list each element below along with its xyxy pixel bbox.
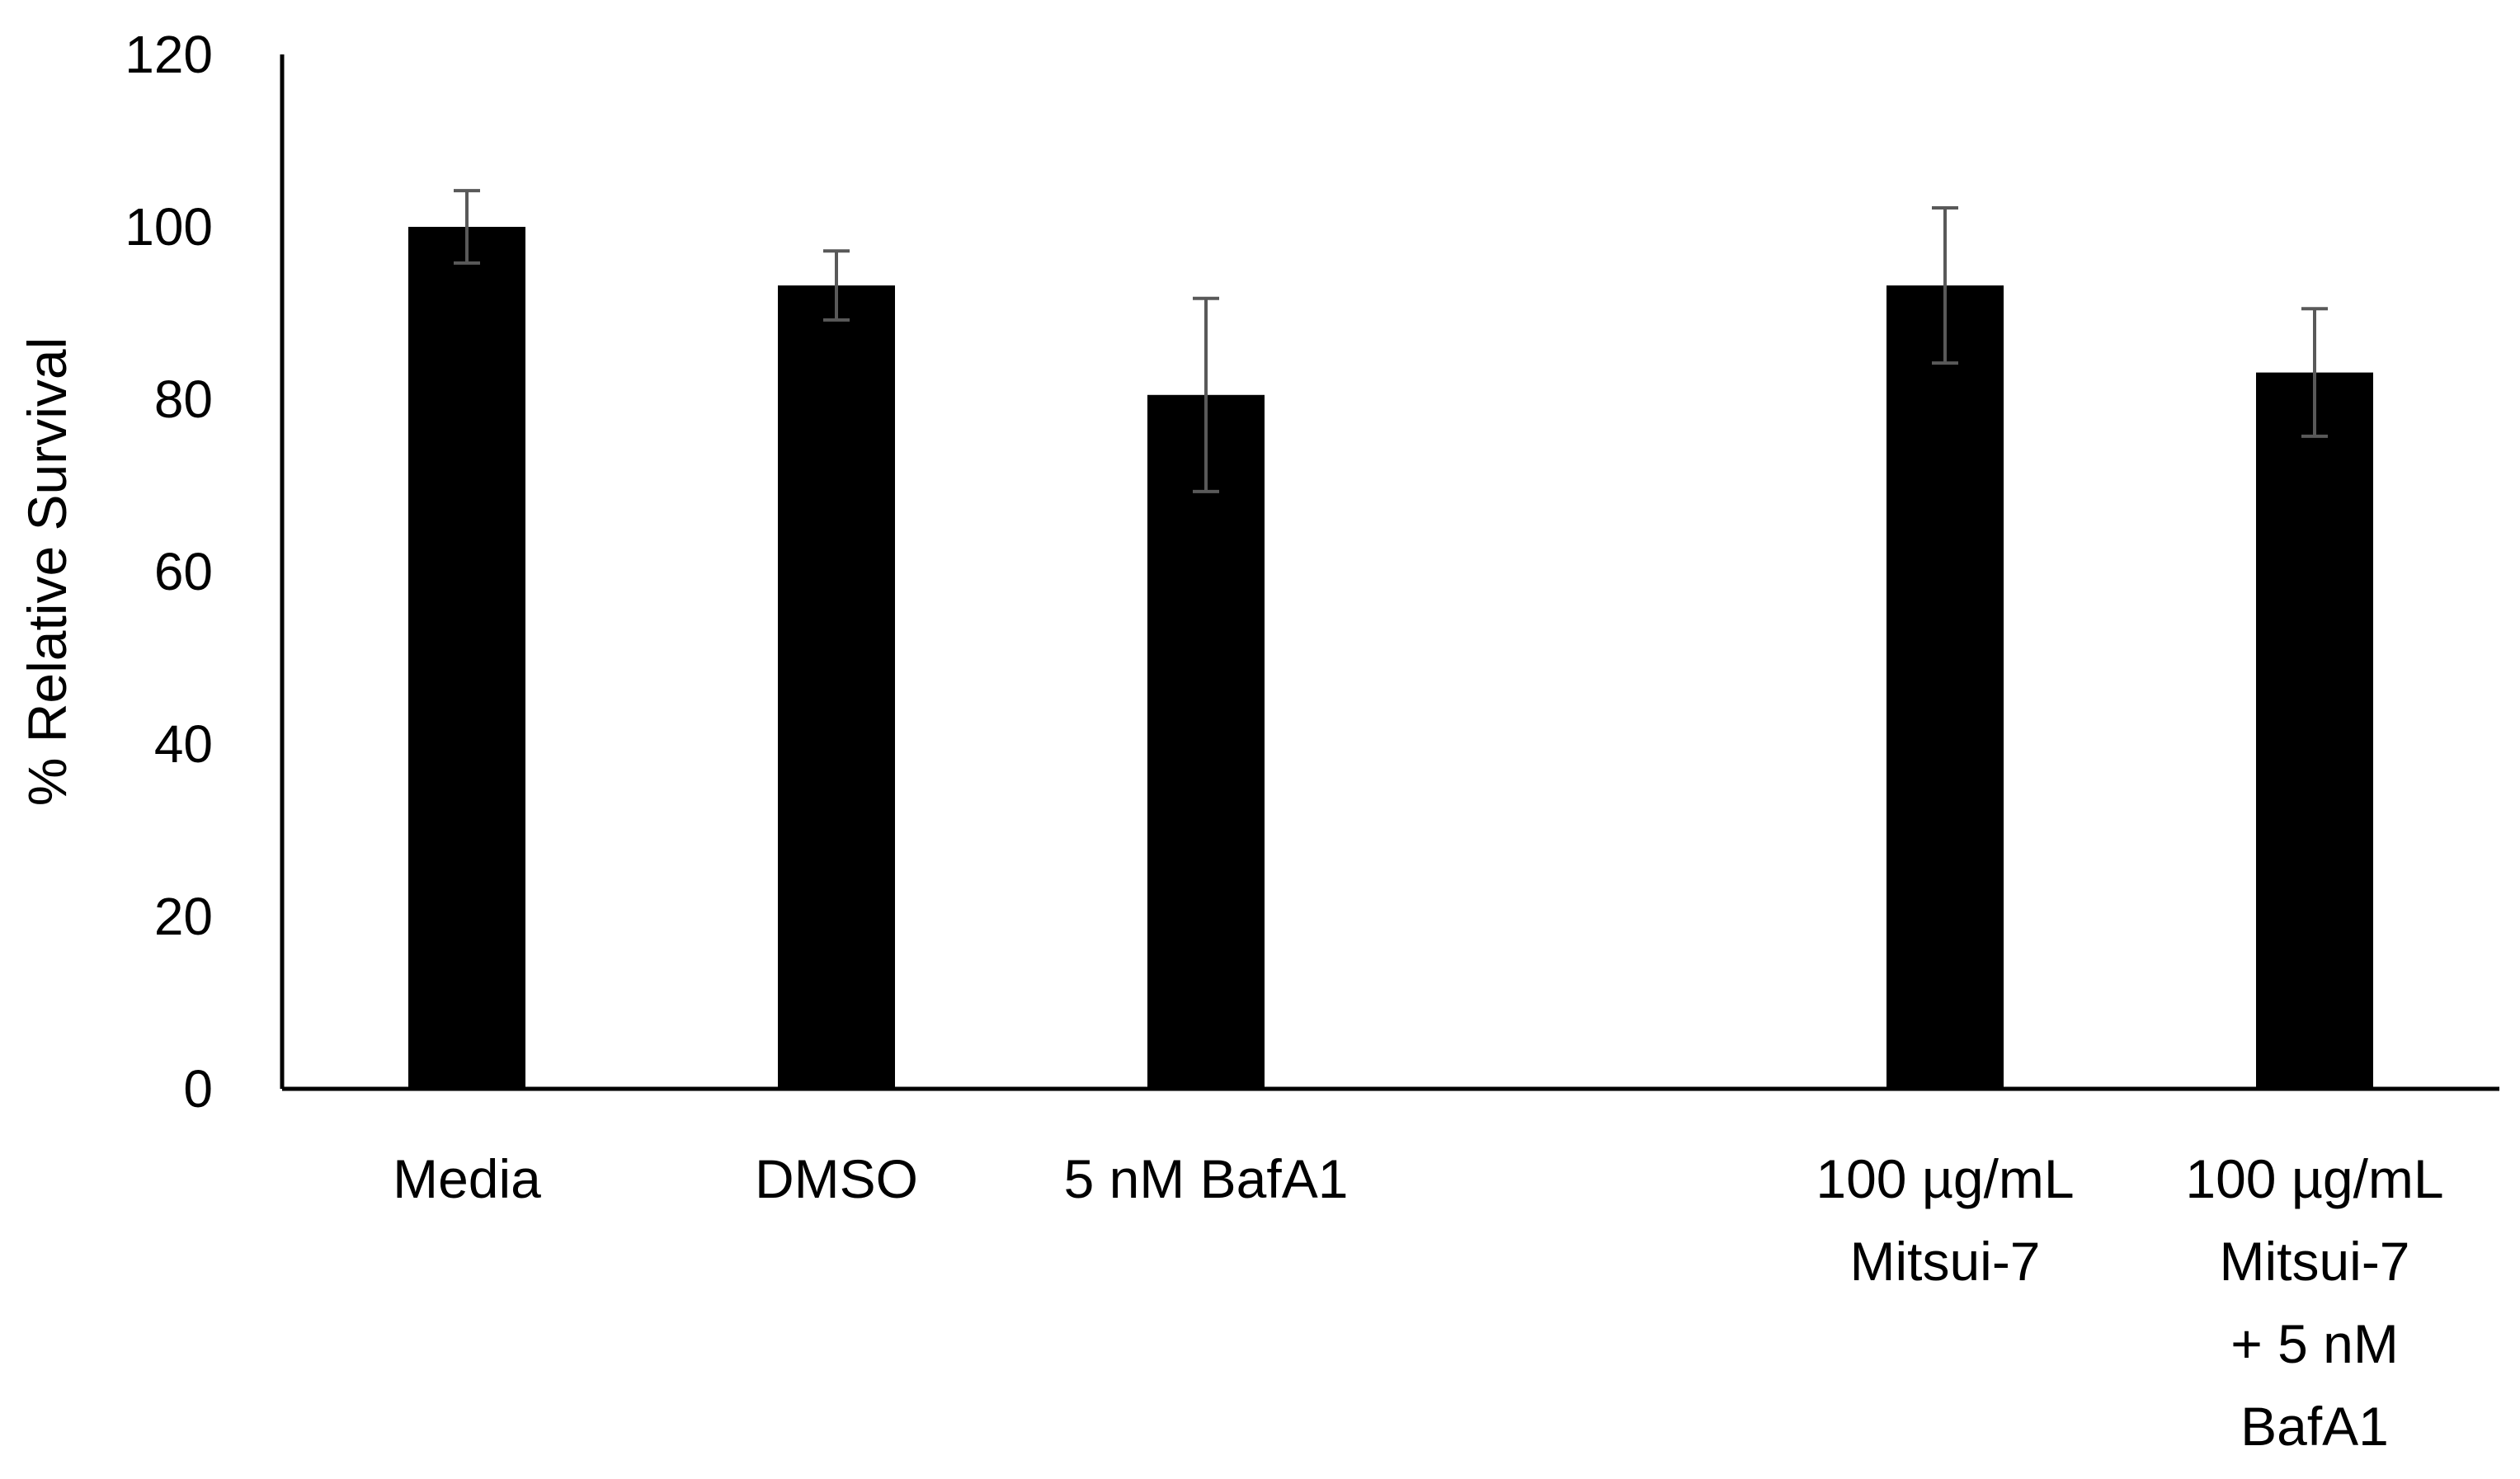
error-bar [2301, 307, 2328, 438]
bars [408, 227, 2373, 1090]
x-category-label: Media [393, 1148, 541, 1209]
x-category-label: 100 µg/mL Mitsui-7 [1816, 1148, 2074, 1292]
bar [1147, 394, 1265, 1089]
y-tick-label: 20 [154, 887, 213, 946]
y-tick-label: 100 [125, 197, 213, 257]
y-tick-label: 60 [154, 542, 213, 601]
error-bar [823, 249, 850, 322]
axes [280, 54, 2499, 1091]
y-tick-label: 0 [183, 1059, 213, 1119]
bar [2256, 372, 2373, 1090]
x-category-label: 5 nM BafA1 [1064, 1148, 1349, 1209]
x-category-label: 100 µg/mL Mitsui-7 + 5 nM BafA1 [2185, 1148, 2443, 1457]
x-category-label: DMSO [755, 1148, 918, 1209]
bar [778, 285, 895, 1089]
error-bar [454, 189, 480, 265]
error-bar [1193, 296, 1219, 493]
y-tick-label: 80 [154, 370, 213, 429]
bar [408, 227, 525, 1089]
error-bars [454, 189, 2328, 493]
error-bar [1932, 206, 1958, 365]
y-tick-label: 40 [154, 714, 213, 774]
y-axis-title: % Relative Survival [16, 337, 78, 807]
bar [1886, 285, 2004, 1089]
x-category-labels: Media DMSO 5 nM BafA1 100 µg/mL Mitsui-7 100 … [393, 1148, 2443, 1457]
y-tick-labels: 0 20 40 60 80 100 120 [125, 25, 213, 1119]
y-tick-label: 120 [125, 25, 213, 84]
